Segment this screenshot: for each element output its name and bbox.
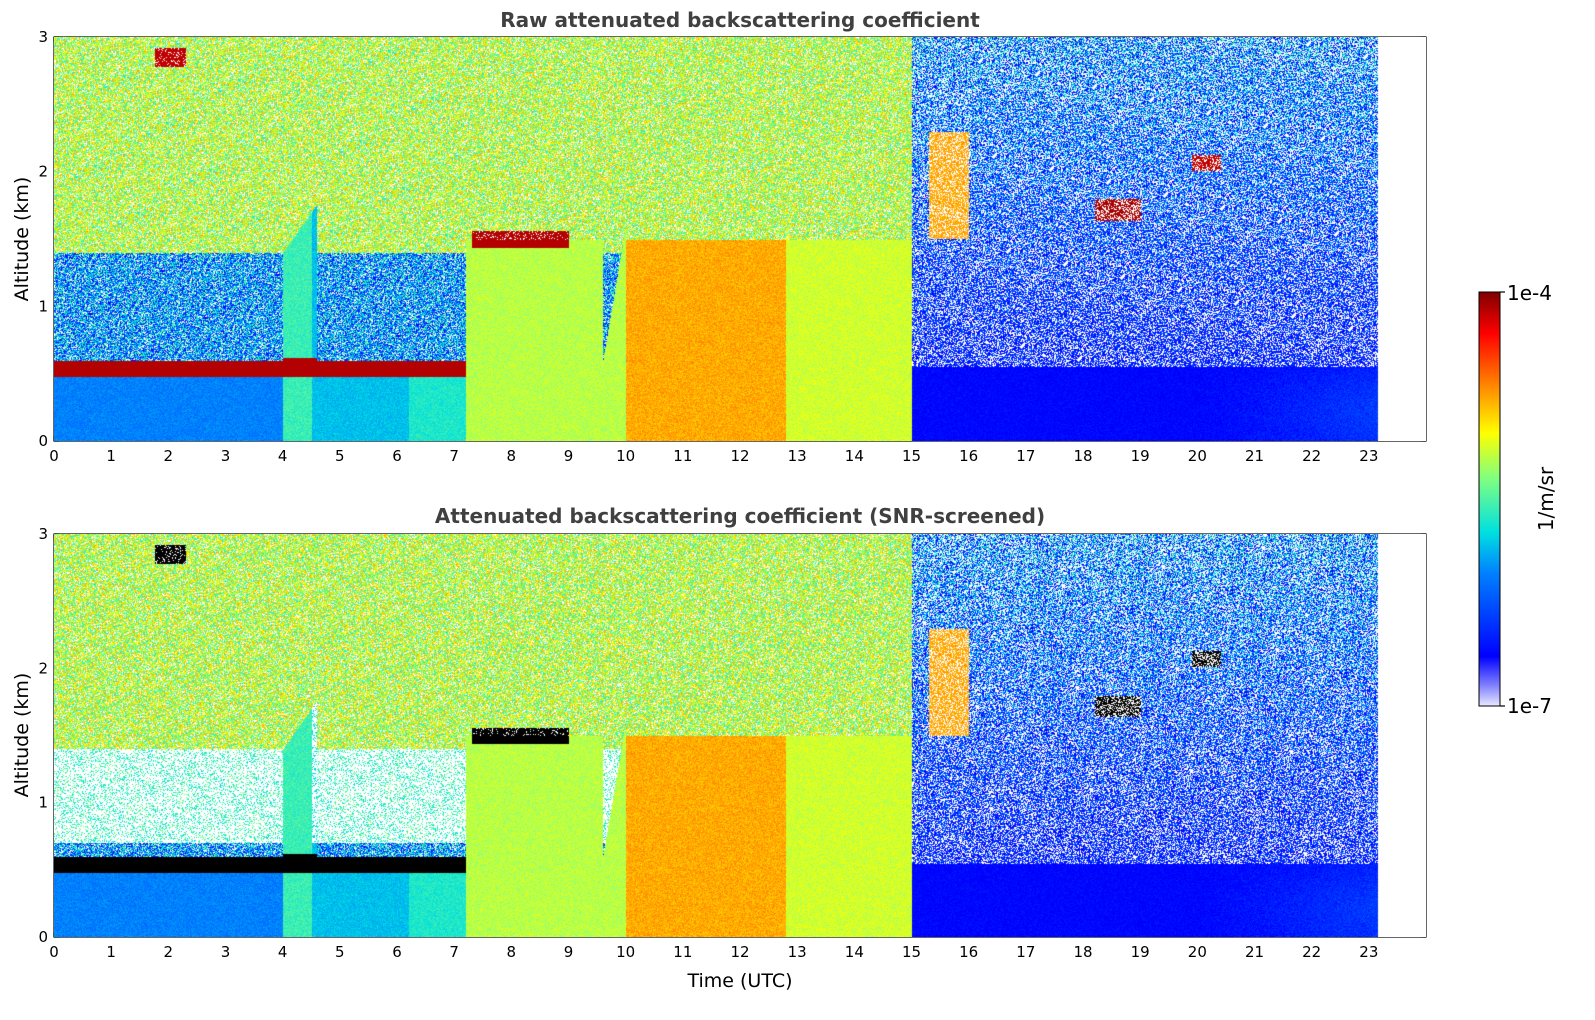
x-tick-label: 8 [507, 943, 517, 961]
y-axis-label: Altitude (km) [11, 177, 33, 302]
x-tick-label: 19 [1131, 943, 1150, 961]
panel-screened: Attenuated backscattering coefficient (S… [11, 504, 1427, 992]
x-tick-label: 0 [49, 943, 59, 961]
colorbar-scale [1478, 291, 1501, 707]
x-tick-label: 6 [392, 447, 402, 465]
x-tick-label: 5 [335, 943, 345, 961]
heatmap-raw [54, 37, 1426, 441]
x-tick-label: 13 [788, 943, 807, 961]
x-tick-label: 22 [1302, 447, 1321, 465]
x-tick-label: 3 [221, 943, 231, 961]
y-axis-label: Altitude (km) [11, 673, 33, 798]
y-tick-label: 1 [38, 794, 48, 812]
x-tick-label: 17 [1016, 447, 1035, 465]
x-tick-label: 10 [616, 943, 635, 961]
x-tick-label: 18 [1073, 943, 1092, 961]
x-tick-label: 20 [1188, 447, 1207, 465]
colorbar-min-label: 1e-7 [1507, 694, 1552, 718]
x-tick-label: 21 [1245, 447, 1264, 465]
colorbar-unit-label: 1/m/sr [1534, 466, 1558, 531]
x-axis-label: Time (UTC) [686, 970, 792, 992]
x-tick-label: 13 [788, 447, 807, 465]
y-tick-label: 1 [38, 297, 48, 315]
y-tick-label: 0 [38, 432, 48, 450]
x-tick-label: 9 [564, 447, 574, 465]
x-tick-label: 12 [730, 943, 749, 961]
chart-title: Attenuated backscattering coefficient (S… [435, 504, 1045, 528]
y-tick-label: 3 [38, 525, 48, 543]
x-tick-label: 6 [392, 943, 402, 961]
y-tick-label: 2 [38, 163, 48, 181]
x-tick-label: 16 [959, 447, 978, 465]
y-tick-label: 2 [38, 659, 48, 677]
x-tick-label: 2 [164, 943, 174, 961]
y-tick-label: 3 [38, 28, 48, 46]
x-tick-label: 20 [1188, 943, 1207, 961]
x-tick-label: 14 [845, 943, 864, 961]
x-tick-label: 7 [449, 943, 459, 961]
x-tick-label: 1 [106, 447, 116, 465]
x-tick-label: 10 [616, 447, 635, 465]
x-tick-label: 3 [221, 447, 231, 465]
x-tick-label: 18 [1073, 447, 1092, 465]
x-tick-label: 14 [845, 447, 864, 465]
x-tick-label: 4 [278, 447, 288, 465]
x-tick-label: 0 [49, 447, 59, 465]
x-tick-label: 15 [902, 447, 921, 465]
x-tick-label: 4 [278, 943, 288, 961]
x-tick-label: 7 [449, 447, 459, 465]
x-tick-label: 2 [164, 447, 174, 465]
heatmap-screened [54, 534, 1426, 937]
x-tick-label: 23 [1359, 447, 1378, 465]
x-tick-label: 19 [1131, 447, 1150, 465]
x-tick-label: 5 [335, 447, 345, 465]
x-tick-label: 11 [673, 447, 692, 465]
x-tick-label: 9 [564, 943, 574, 961]
x-tick-label: 23 [1359, 943, 1378, 961]
colorbar: 1e-4 1e-7 1/m/sr [1478, 281, 1558, 718]
x-tick-label: 21 [1245, 943, 1264, 961]
x-tick-label: 16 [959, 943, 978, 961]
chart-title: Raw attenuated backscattering coefficien… [500, 8, 980, 32]
x-tick-label: 8 [507, 447, 517, 465]
x-tick-label: 17 [1016, 943, 1035, 961]
x-tick-label: 22 [1302, 943, 1321, 961]
x-tick-label: 11 [673, 943, 692, 961]
x-tick-label: 1 [106, 943, 116, 961]
x-tick-label: 15 [902, 943, 921, 961]
x-tick-label: 12 [730, 447, 749, 465]
colorbar-max-label: 1e-4 [1507, 281, 1552, 305]
y-tick-label: 0 [38, 928, 48, 946]
x-axis-ticks: 0 1 2 3 4 5 6 7 8 9 10 11 12 13 14 15 16 17 18 19 20 21 22 23 [49, 534, 1378, 961]
